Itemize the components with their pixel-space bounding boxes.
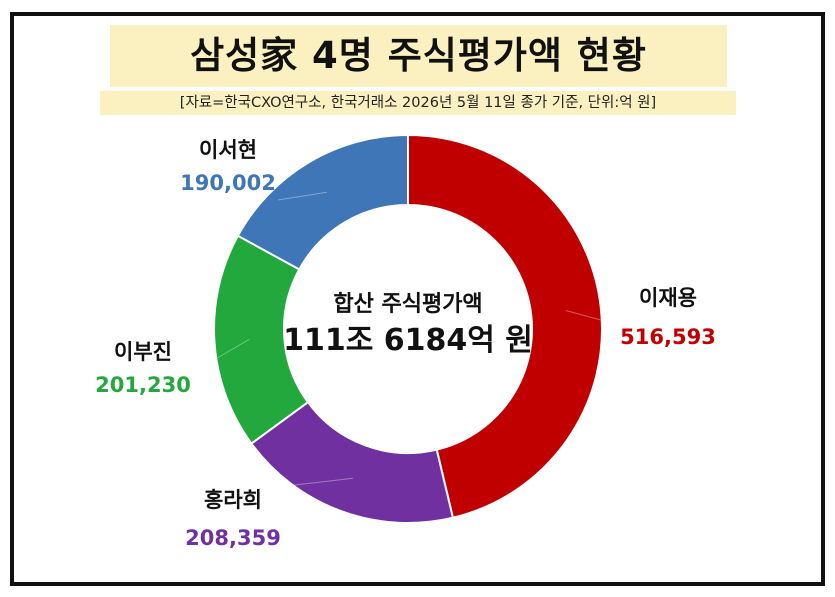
chart-title: 삼성家 4명 주식평가액 현황 xyxy=(190,34,647,77)
slice-value-1: 516,593 xyxy=(620,325,716,349)
source-note: [자료=한국CXO연구소, 한국거래소 2026년 5월 11일 종가 기준, … xyxy=(179,95,657,111)
donut-slices xyxy=(213,133,603,524)
leader-line-2 xyxy=(277,477,354,488)
slice-value-4: 190,002 xyxy=(180,171,276,195)
slice-value-3: 201,230 xyxy=(95,373,191,397)
slice-value-2: 208,359 xyxy=(185,526,281,550)
leader-line-4 xyxy=(277,191,328,201)
slice-1 xyxy=(407,133,603,519)
leader-line-1 xyxy=(565,309,609,323)
slice-labels: 이재용 516,593 홍라희 208,359 이부진 201,230 이서현 190,002 xyxy=(95,138,716,550)
slice-name-2: 홍라희 xyxy=(204,488,262,512)
slice-4 xyxy=(236,133,409,271)
slice-name-1: 이재용 xyxy=(639,286,697,310)
leader-line-3 xyxy=(199,338,250,369)
center-total: 111조 6184억 원 xyxy=(283,323,533,358)
center-label: 합산 주식평가액 xyxy=(333,291,482,317)
slice-name-3: 이부진 xyxy=(114,340,172,364)
source-background xyxy=(100,91,736,115)
title-background xyxy=(110,25,727,87)
label-leaders xyxy=(199,191,609,488)
slice-name-4: 이서현 xyxy=(199,138,257,162)
